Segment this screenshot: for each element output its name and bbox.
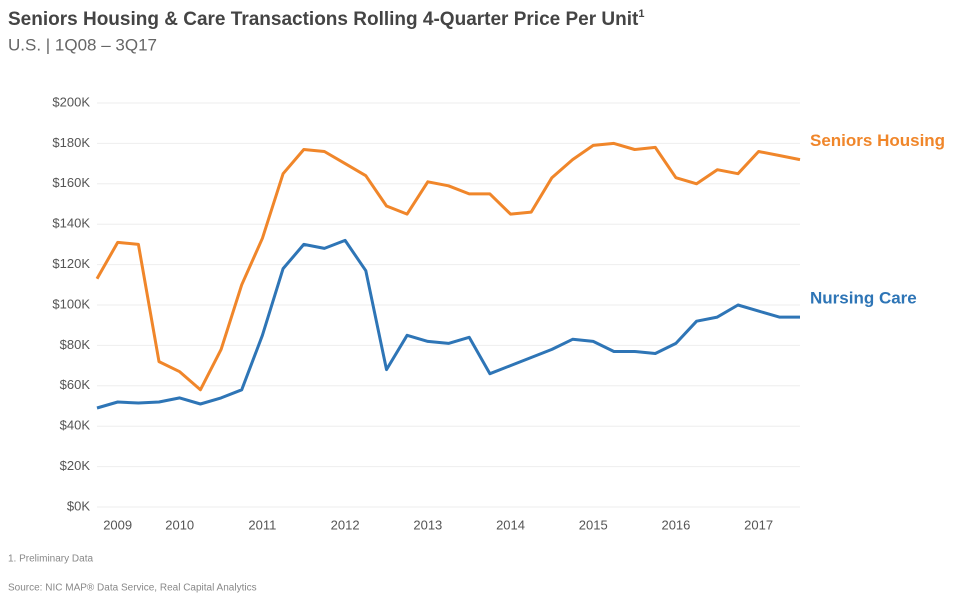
y-tick-label: $80K <box>60 337 91 352</box>
footnote: 1. Preliminary Data <box>8 554 93 565</box>
x-tick-label: 2010 <box>165 517 194 532</box>
y-tick-label: $200K <box>52 94 90 109</box>
chart-title: Seniors Housing & Care Transactions Roll… <box>8 8 644 30</box>
x-tick-label: 2014 <box>496 517 525 532</box>
x-tick-label: 2013 <box>413 517 442 532</box>
y-tick-label: $40K <box>60 418 91 433</box>
y-tick-label: $0K <box>67 498 90 513</box>
x-tick-label: 2009 <box>103 517 132 532</box>
y-tick-label: $20K <box>60 458 91 473</box>
title-superscript: 1 <box>638 8 644 20</box>
title-text: Seniors Housing & Care Transactions Roll… <box>8 9 639 30</box>
x-tick-label: 2015 <box>579 517 608 532</box>
series-label: Nursing Care <box>810 289 917 308</box>
y-tick-label: $160K <box>52 175 90 190</box>
y-tick-label: $60K <box>60 377 91 392</box>
x-tick-label: 2011 <box>248 517 276 532</box>
y-tick-label: $180K <box>52 135 90 150</box>
source: Source: NIC MAP® Data Service, Real Capi… <box>8 583 257 594</box>
series-line <box>96 238 800 410</box>
x-tick-label: 2012 <box>331 517 360 532</box>
y-tick-label: $100K <box>52 296 90 311</box>
series-line <box>95 141 801 392</box>
subtitle: U.S. | 1Q08 – 3Q17 <box>8 35 157 54</box>
y-tick-label: $140K <box>52 216 90 231</box>
x-tick-label: 2017 <box>744 517 773 532</box>
x-tick-label: 2016 <box>661 517 690 532</box>
series-label: Seniors Housing <box>810 131 945 150</box>
y-tick-label: $120K <box>52 256 90 271</box>
